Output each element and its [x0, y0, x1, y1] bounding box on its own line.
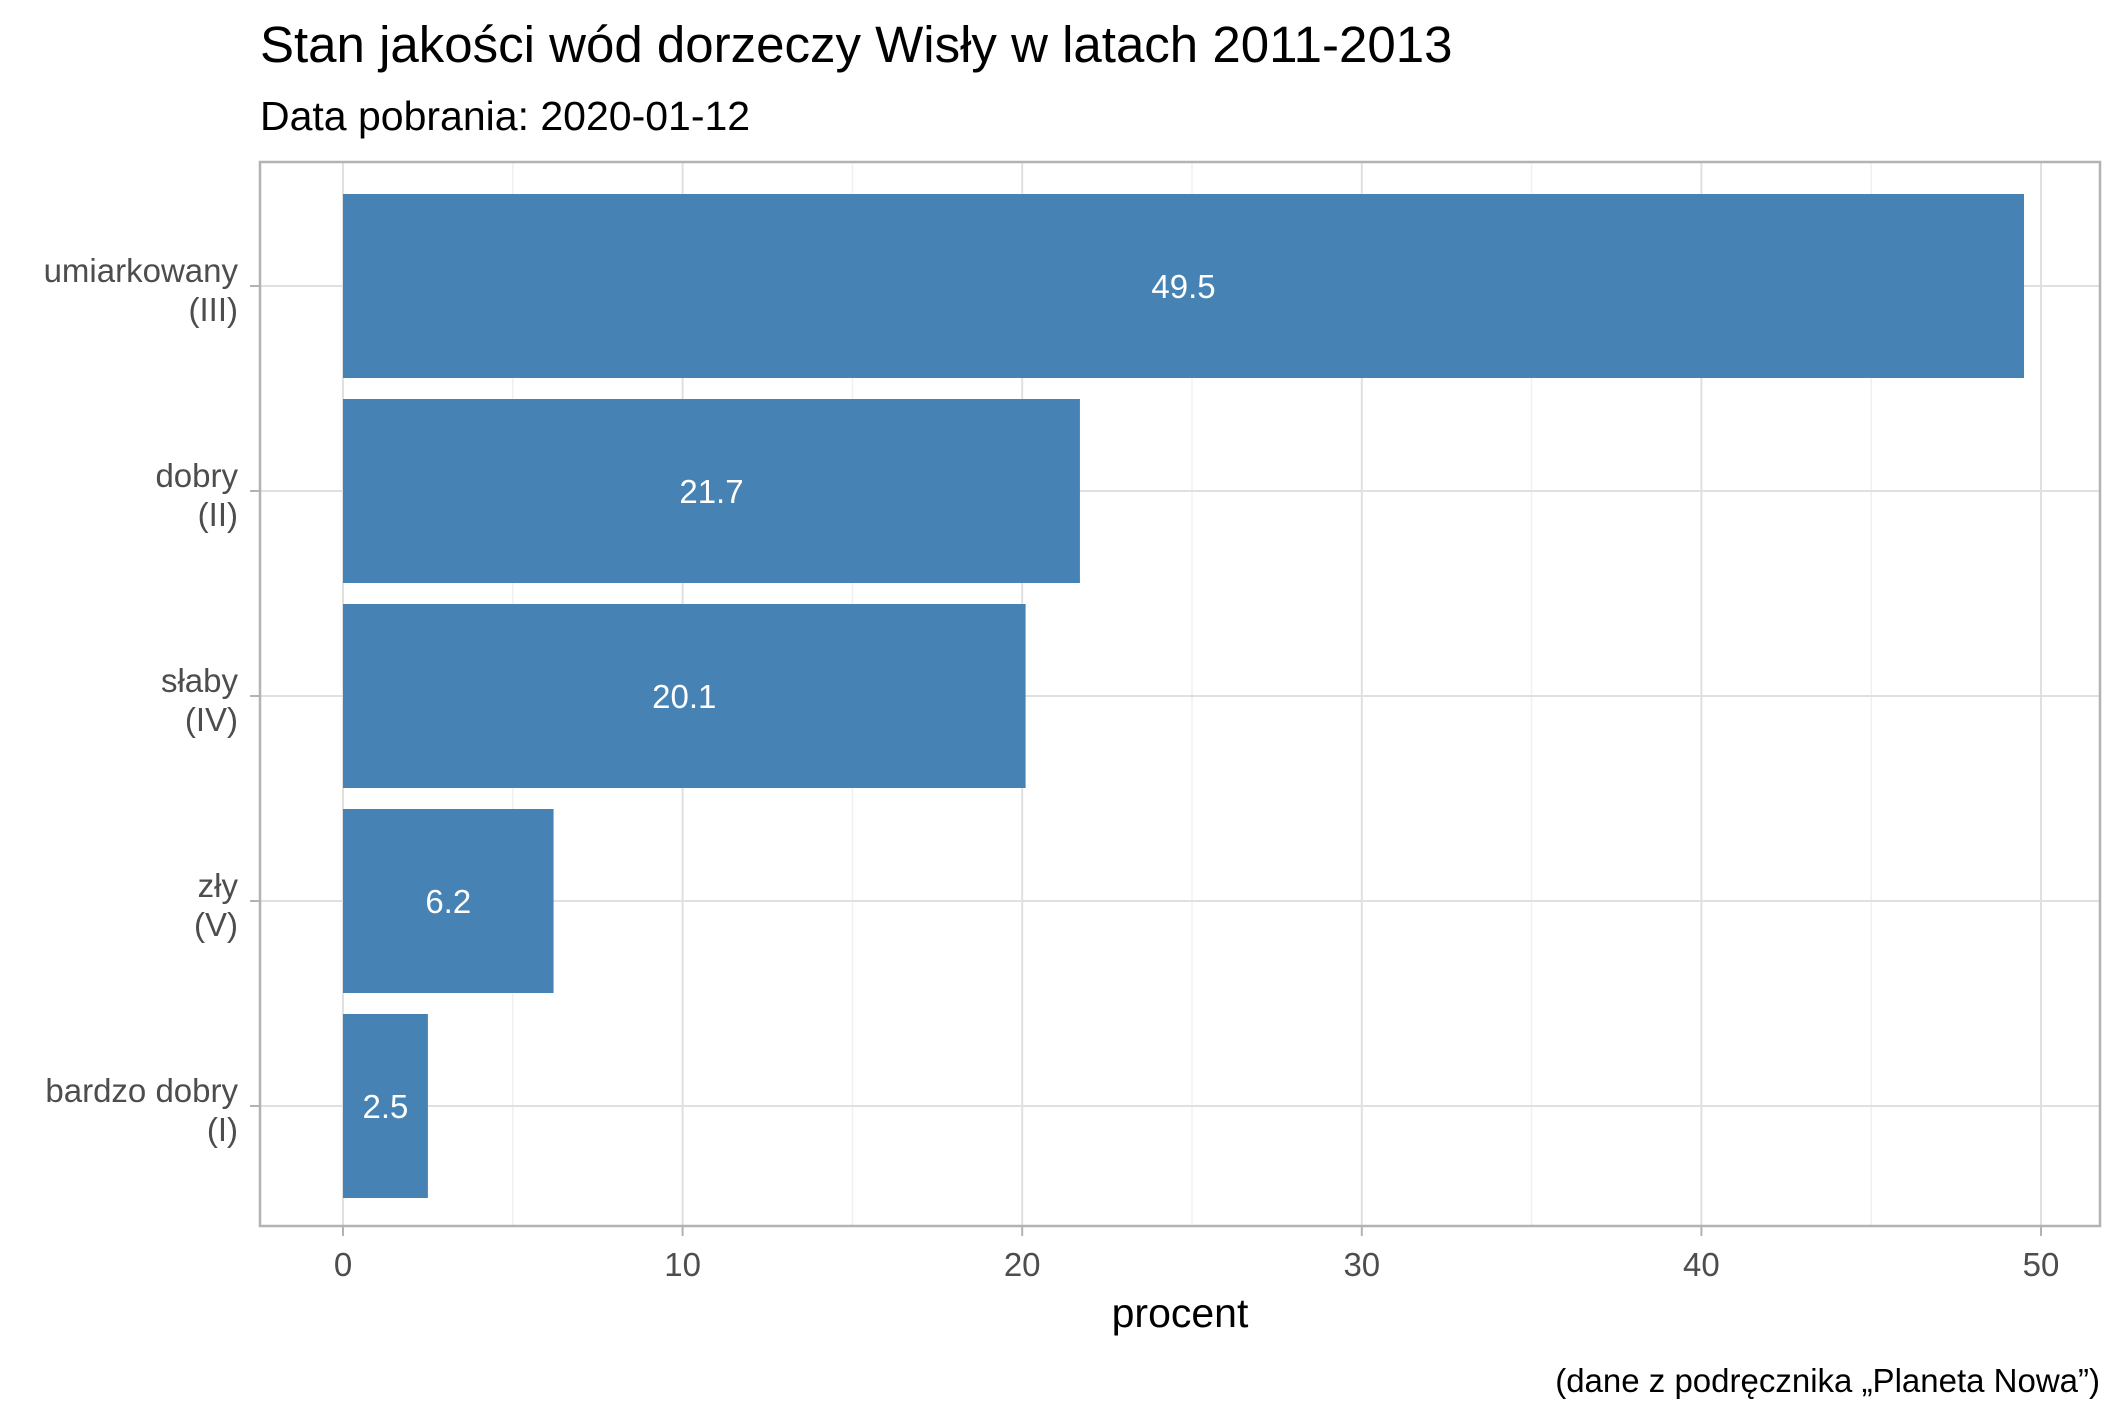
chart-caption: (dane z podręcznika „Planeta Nowa”)	[1555, 1362, 2100, 1399]
chart-title: Stan jakości wód dorzeczy Wisły w latach…	[260, 16, 1452, 73]
bar-value-label: 2.5	[363, 1088, 409, 1125]
plot-panel-border	[258, 160, 2102, 1228]
bar	[343, 604, 1026, 788]
bar	[343, 809, 554, 993]
bar	[343, 194, 2025, 378]
category-label-class: (IV)	[185, 701, 238, 738]
bar-value-labels: 49.5 21.7 20.1 6.2 2.5	[363, 268, 1216, 1125]
x-axis-title: procent	[1112, 1290, 1249, 1336]
category-label: dobry	[155, 457, 238, 494]
x-tick-label: 30	[1343, 1246, 1380, 1283]
bars	[343, 194, 2025, 1198]
bar	[343, 399, 1080, 583]
bar-value-label: 49.5	[1151, 268, 1215, 305]
category-label: słaby	[161, 662, 239, 699]
x-tick-label: 50	[2023, 1246, 2060, 1283]
x-tick-label: 20	[1004, 1246, 1041, 1283]
category-label: bardzo dobry	[45, 1072, 238, 1109]
chart-subtitle: Data pobrania: 2020-01-12	[260, 93, 750, 139]
bar-value-label: 6.2	[425, 883, 471, 920]
category-label: zły	[198, 867, 239, 904]
category-label: umiarkowany	[44, 252, 239, 289]
category-label-class: (III)	[189, 291, 238, 328]
x-axis: 0 10 20 30 40 50	[334, 1226, 2060, 1283]
bar-value-label: 20.1	[652, 678, 716, 715]
category-label-class: (II)	[198, 496, 238, 533]
bar-value-label: 21.7	[679, 473, 743, 510]
x-tick-label: 0	[334, 1246, 352, 1283]
category-label-class: (I)	[207, 1111, 238, 1148]
category-axis: umiarkowany(III) dobry(II) słaby(IV) zły(V)…	[44, 252, 260, 1148]
bar	[343, 1014, 428, 1198]
category-label-class: (V)	[194, 906, 238, 943]
x-tick-label: 40	[1683, 1246, 1720, 1283]
x-tick-label: 10	[664, 1246, 701, 1283]
